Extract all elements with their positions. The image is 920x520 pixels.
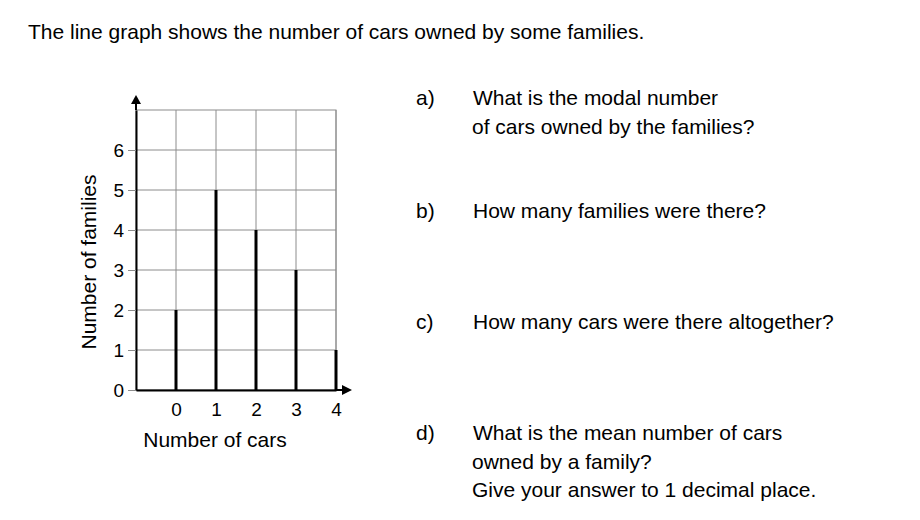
x-tick: 4 <box>331 390 342 420</box>
x-tick: 2 <box>251 390 262 420</box>
y-tick: 5 <box>113 180 136 201</box>
stem <box>175 310 178 390</box>
y-tick: 3 <box>113 260 136 281</box>
y-tick-label: 2 <box>113 300 124 321</box>
y-tick-label: 4 <box>113 220 124 241</box>
heading: The line graph shows the number of cars … <box>28 20 644 43</box>
grid-line <box>136 230 336 231</box>
plot-frame <box>136 110 336 390</box>
y-tick-mark <box>128 350 136 351</box>
y-tick-label: 6 <box>113 140 124 161</box>
stem <box>255 230 258 390</box>
grid-line <box>136 390 336 391</box>
y-tick-mark <box>128 270 136 271</box>
grid <box>136 110 336 390</box>
worksheet: The line graph shows the number of cars … <box>0 0 920 520</box>
x-tick-label: 0 <box>171 399 182 420</box>
y-axis-arrow <box>131 95 141 104</box>
y-tick-mark <box>128 230 136 231</box>
question: b) How many families were there? <box>416 199 766 222</box>
question: c) How many cars were there altogether? <box>416 310 834 333</box>
y-tick: 0 <box>113 380 136 401</box>
y-tick-label: 5 <box>113 180 124 201</box>
question: a) What is the modal number of cars owned … <box>416 86 754 138</box>
y-tick-mark <box>128 310 136 311</box>
x-axis-arrow <box>342 385 352 395</box>
grid-line <box>136 310 336 311</box>
y-axis: 0 1 2 3 4 5 6 <box>113 111 136 402</box>
question-text: How many cars were there altogether? <box>473 310 834 333</box>
grid-line <box>176 110 177 390</box>
y-tick: 2 <box>113 300 136 321</box>
plot-area <box>176 190 336 390</box>
question-label: d) <box>416 421 435 444</box>
stem <box>215 190 218 390</box>
y-tick-mark <box>128 390 136 391</box>
x-tick-label: 4 <box>331 399 342 420</box>
x-axis-line <box>137 390 337 392</box>
y-tick: 6 <box>113 140 136 161</box>
grid-line <box>136 270 336 271</box>
y-tick: 4 <box>113 220 136 241</box>
x-tick-label: 3 <box>291 399 302 420</box>
stem <box>295 270 298 390</box>
y-tick-label: 1 <box>113 340 124 361</box>
stem <box>335 350 338 390</box>
y-tick-mark <box>128 150 136 151</box>
grid-line <box>296 110 297 390</box>
question-text: owned by a family? <box>472 450 652 473</box>
question-text: Give your answer to 1 decimal place. <box>472 478 816 501</box>
x-tick-label: 1 <box>211 399 222 420</box>
question-text: What is the modal number <box>473 86 718 109</box>
x-tick: 3 <box>291 390 302 420</box>
chart: 0 1 2 3 4 5 6 0 1 2 3 4 Number of cars Number of fami… <box>77 95 352 451</box>
x-tick-label: 2 <box>251 399 262 420</box>
grid-line <box>136 350 336 351</box>
x-tick: 0 <box>171 390 182 420</box>
y-tick-label: 0 <box>113 380 124 401</box>
question: d) What is the mean number of cars owned b… <box>416 421 816 501</box>
y-axis-line <box>136 111 138 391</box>
question-text: of cars owned by the families? <box>472 115 754 138</box>
grid-line <box>256 110 257 390</box>
y-axis-title: Number of families <box>77 174 100 349</box>
x-axis-title: Number of cars <box>143 428 287 451</box>
y-tick: 1 <box>113 340 136 361</box>
grid-line <box>216 110 217 390</box>
question-label: a) <box>416 86 435 109</box>
grid-line <box>136 150 336 151</box>
x-axis: 0 1 2 3 4 <box>137 390 343 420</box>
question-text: What is the mean number of cars <box>473 421 782 444</box>
question-label: b) <box>416 199 435 222</box>
x-tick: 1 <box>211 390 222 420</box>
y-tick-mark <box>128 190 136 191</box>
question-label: c) <box>416 310 434 333</box>
question-text: How many families were there? <box>473 199 766 222</box>
y-tick-label: 3 <box>113 260 124 281</box>
grid-line <box>136 190 336 191</box>
